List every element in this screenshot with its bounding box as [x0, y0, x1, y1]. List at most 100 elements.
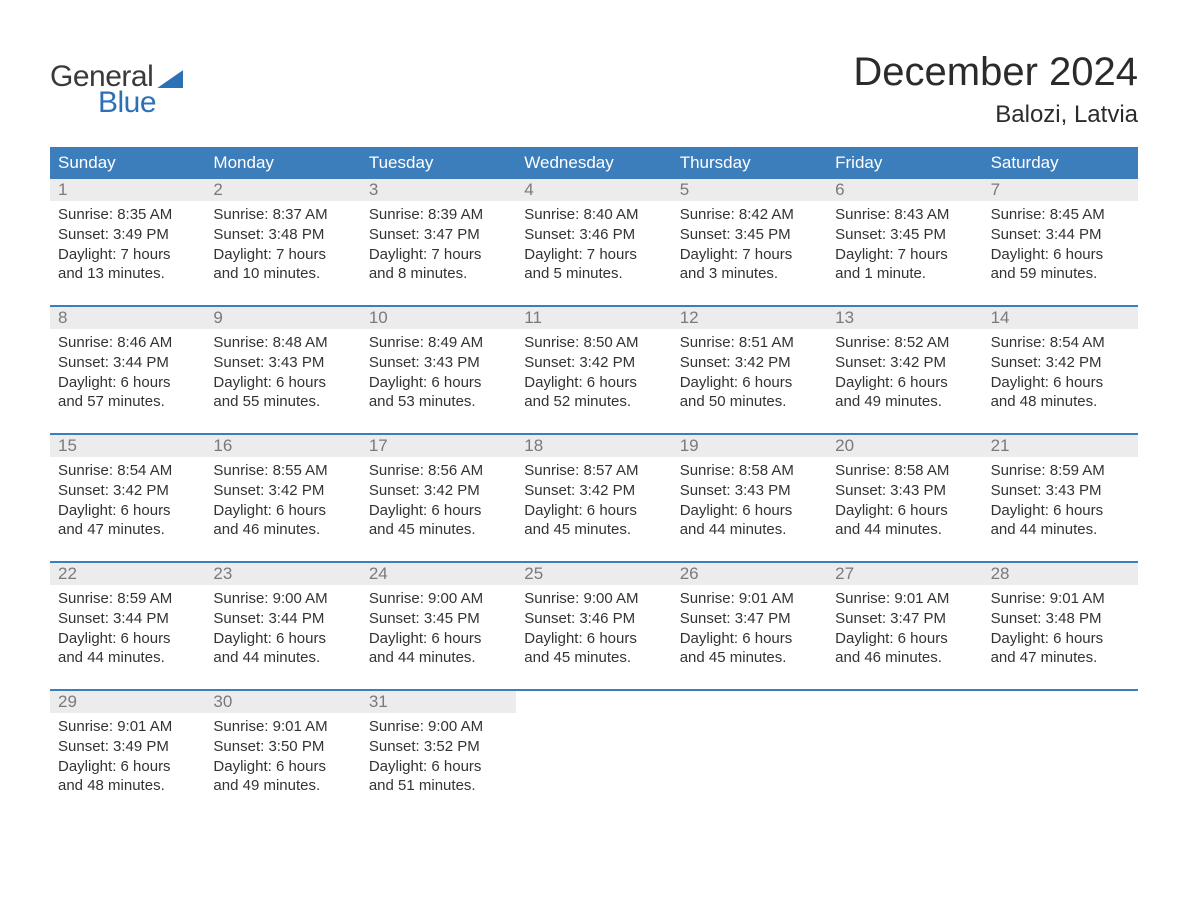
title-block: December 2024 Balozi, Latvia: [853, 50, 1138, 129]
daylight-line-1: Daylight: 6 hours: [835, 501, 974, 521]
daylight-line-1: Daylight: 7 hours: [680, 245, 819, 265]
day-number: 28: [983, 563, 1138, 585]
sunset-line: Sunset: 3:42 PM: [524, 481, 663, 501]
sunset-line: Sunset: 3:45 PM: [680, 225, 819, 245]
sunrise-line: Sunrise: 8:55 AM: [213, 461, 352, 481]
day-body: Sunrise: 9:01 AMSunset: 3:49 PMDaylight:…: [50, 717, 205, 796]
day-body: Sunrise: 8:50 AMSunset: 3:42 PMDaylight:…: [516, 333, 671, 412]
sunset-line: Sunset: 3:44 PM: [58, 353, 197, 373]
daylight-line-2: and 57 minutes.: [58, 392, 197, 412]
day-body: Sunrise: 9:00 AMSunset: 3:46 PMDaylight:…: [516, 589, 671, 668]
empty-day-cell: [827, 691, 982, 803]
day-body: Sunrise: 8:43 AMSunset: 3:45 PMDaylight:…: [827, 205, 982, 284]
day-cell: 27Sunrise: 9:01 AMSunset: 3:47 PMDayligh…: [827, 563, 982, 675]
day-cell: 28 Sunrise: 9:01 AMSunset: 3:48 PMDayligh…: [983, 563, 1138, 675]
daylight-line-1: Daylight: 6 hours: [835, 373, 974, 393]
daylight-line-2: and 1 minute.: [835, 264, 974, 284]
day-number: 1: [50, 179, 205, 201]
daylight-line-1: Daylight: 6 hours: [991, 629, 1130, 649]
sunrise-line: Sunrise: 9:01 AM: [58, 717, 197, 737]
week-row: 15Sunrise: 8:54 AMSunset: 3:42 PMDayligh…: [50, 433, 1138, 547]
day-body: Sunrise: 8:42 AMSunset: 3:45 PMDaylight:…: [672, 205, 827, 284]
sunset-line: Sunset: 3:46 PM: [524, 225, 663, 245]
sunset-line: Sunset: 3:42 PM: [369, 481, 508, 501]
day-number: 11: [516, 307, 671, 329]
empty-day-cell: [672, 691, 827, 803]
day-cell: 18Sunrise: 8:57 AMSunset: 3:42 PMDayligh…: [516, 435, 671, 547]
day-number: 8: [50, 307, 205, 329]
day-number: 23: [205, 563, 360, 585]
day-body: Sunrise: 8:49 AMSunset: 3:43 PMDaylight:…: [361, 333, 516, 412]
day-number: 2: [205, 179, 360, 201]
day-number: 5: [672, 179, 827, 201]
daylight-line-2: and 44 minutes.: [58, 648, 197, 668]
week-row: 29Sunrise: 9:01 AMSunset: 3:49 PMDayligh…: [50, 689, 1138, 803]
daylight-line-1: Daylight: 6 hours: [213, 501, 352, 521]
day-body: Sunrise: 8:54 AMSunset: 3:42 PMDaylight:…: [983, 333, 1138, 412]
daylight-line-1: Daylight: 6 hours: [213, 629, 352, 649]
daylight-line-2: and 3 minutes.: [680, 264, 819, 284]
sunrise-line: Sunrise: 9:01 AM: [991, 589, 1130, 609]
day-body: Sunrise: 8:40 AMSunset: 3:46 PMDaylight:…: [516, 205, 671, 284]
dow-sat: Saturday: [983, 147, 1138, 179]
daylight-line-2: and 48 minutes.: [991, 392, 1130, 412]
sunrise-line: Sunrise: 8:42 AM: [680, 205, 819, 225]
day-body: Sunrise: 8:59 AMSunset: 3:43 PMDaylight:…: [983, 461, 1138, 540]
daylight-line-2: and 55 minutes.: [213, 392, 352, 412]
sunrise-line: Sunrise: 9:01 AM: [835, 589, 974, 609]
day-number: 3: [361, 179, 516, 201]
day-body: Sunrise: 8:58 AMSunset: 3:43 PMDaylight:…: [672, 461, 827, 540]
sunrise-line: Sunrise: 8:52 AM: [835, 333, 974, 353]
day-cell: 31Sunrise: 9:00 AMSunset: 3:52 PMDayligh…: [361, 691, 516, 803]
sunrise-line: Sunrise: 8:58 AM: [680, 461, 819, 481]
day-cell: 4Sunrise: 8:40 AMSunset: 3:46 PMDaylight…: [516, 179, 671, 291]
day-cell: 15Sunrise: 8:54 AMSunset: 3:42 PMDayligh…: [50, 435, 205, 547]
day-cell: 30Sunrise: 9:01 AMSunset: 3:50 PMDayligh…: [205, 691, 360, 803]
day-body: Sunrise: 8:35 AMSunset: 3:49 PMDaylight:…: [50, 205, 205, 284]
day-cell: 3Sunrise: 8:39 AMSunset: 3:47 PMDaylight…: [361, 179, 516, 291]
daylight-line-2: and 52 minutes.: [524, 392, 663, 412]
sunset-line: Sunset: 3:47 PM: [680, 609, 819, 629]
sunrise-line: Sunrise: 8:56 AM: [369, 461, 508, 481]
sunset-line: Sunset: 3:43 PM: [835, 481, 974, 501]
calendar: Sunday Monday Tuesday Wednesday Thursday…: [50, 147, 1138, 803]
daylight-line-1: Daylight: 6 hours: [369, 757, 508, 777]
day-body: Sunrise: 8:45 AMSunset: 3:44 PMDaylight:…: [983, 205, 1138, 284]
day-body: Sunrise: 8:46 AMSunset: 3:44 PMDaylight:…: [50, 333, 205, 412]
day-number: 12: [672, 307, 827, 329]
day-number: 14: [983, 307, 1138, 329]
daylight-line-2: and 47 minutes.: [991, 648, 1130, 668]
day-cell: 2Sunrise: 8:37 AMSunset: 3:48 PMDaylight…: [205, 179, 360, 291]
day-cell: 29 Sunrise: 9:01 AMSunset: 3:49 PMDayligh…: [50, 691, 205, 803]
week-row: 22Sunrise: 8:59 AMSunset: 3:44 PMDayligh…: [50, 561, 1138, 675]
daylight-line-2: and 10 minutes.: [213, 264, 352, 284]
daylight-line-1: Daylight: 6 hours: [524, 629, 663, 649]
sunset-line: Sunset: 3:42 PM: [524, 353, 663, 373]
daylight-line-2: and 45 minutes.: [524, 520, 663, 540]
daylight-line-1: Daylight: 6 hours: [835, 629, 974, 649]
sunset-line: Sunset: 3:49 PM: [58, 737, 197, 757]
daylight-line-1: Daylight: 6 hours: [991, 245, 1130, 265]
daylight-line-2: and 59 minutes.: [991, 264, 1130, 284]
sunset-line: Sunset: 3:45 PM: [369, 609, 508, 629]
day-body: Sunrise: 8:51 AMSunset: 3:42 PMDaylight:…: [672, 333, 827, 412]
logo: General Blue: [50, 50, 183, 120]
daylight-line-1: Daylight: 6 hours: [369, 501, 508, 521]
daylight-line-1: Daylight: 7 hours: [835, 245, 974, 265]
daylight-line-1: Daylight: 6 hours: [369, 373, 508, 393]
daylight-line-1: Daylight: 6 hours: [991, 501, 1130, 521]
day-cell: 21Sunrise: 8:59 AMSunset: 3:43 PMDayligh…: [983, 435, 1138, 547]
sunrise-line: Sunrise: 9:00 AM: [369, 589, 508, 609]
day-number: 29: [50, 691, 205, 713]
daylight-line-1: Daylight: 6 hours: [680, 629, 819, 649]
daylight-line-1: Daylight: 6 hours: [58, 501, 197, 521]
day-body: Sunrise: 9:01 AMSunset: 3:48 PMDaylight:…: [983, 589, 1138, 668]
day-body: Sunrise: 8:54 AMSunset: 3:42 PMDaylight:…: [50, 461, 205, 540]
day-body: Sunrise: 9:00 AMSunset: 3:44 PMDaylight:…: [205, 589, 360, 668]
day-cell: 6Sunrise: 8:43 AMSunset: 3:45 PMDaylight…: [827, 179, 982, 291]
day-number: 20: [827, 435, 982, 457]
sunset-line: Sunset: 3:42 PM: [835, 353, 974, 373]
sunrise-line: Sunrise: 8:57 AM: [524, 461, 663, 481]
day-number: 22: [50, 563, 205, 585]
sunset-line: Sunset: 3:43 PM: [991, 481, 1130, 501]
